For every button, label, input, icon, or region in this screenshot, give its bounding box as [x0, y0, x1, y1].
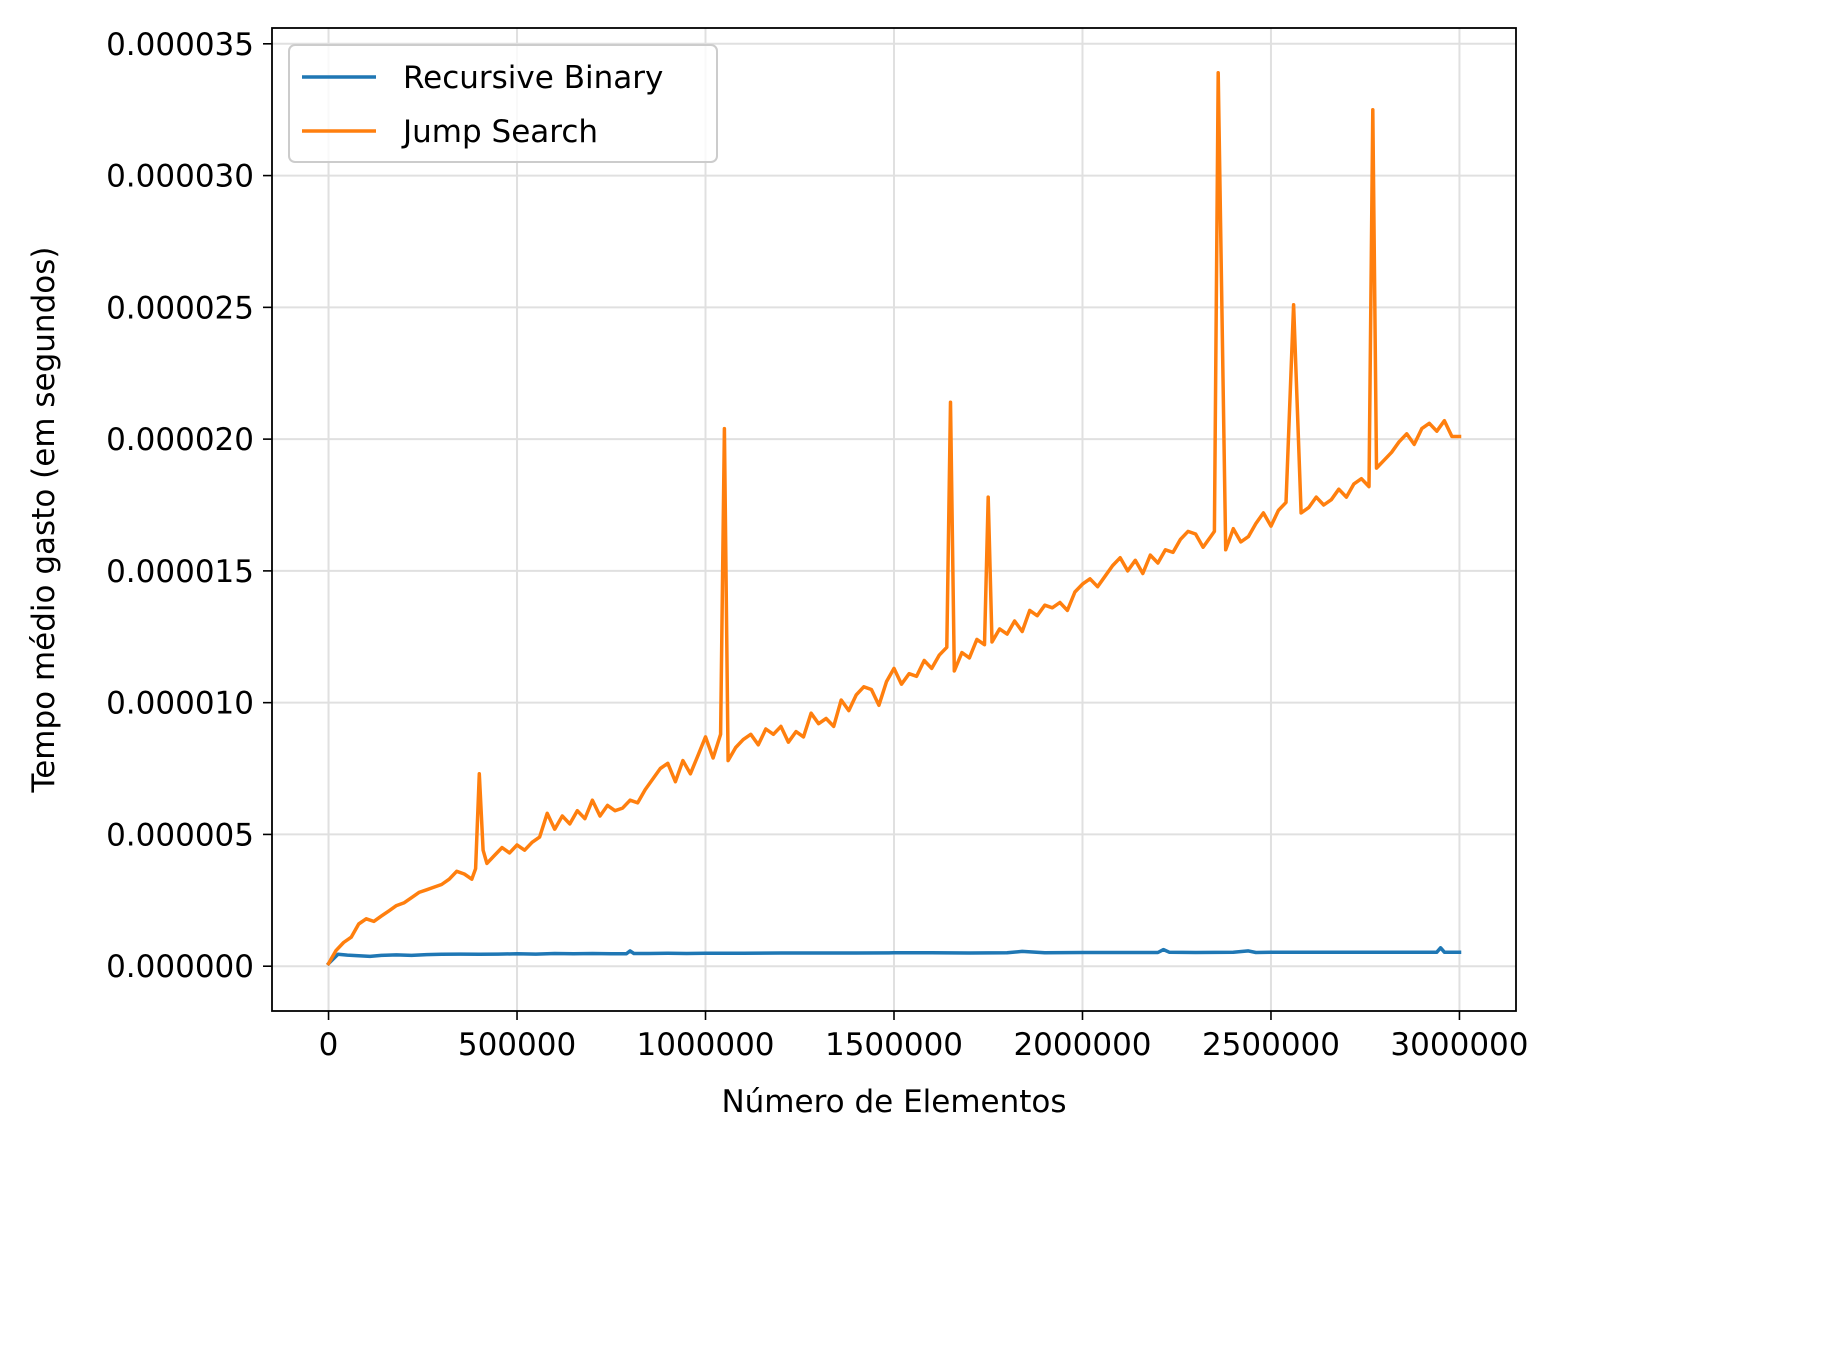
- y-tick-label: 0.000030: [106, 159, 254, 195]
- legend: Recursive Binary Jump Search: [288, 44, 718, 163]
- x-axis-label: Número de Elementos: [721, 1084, 1066, 1120]
- y-tick-label: 0.000005: [106, 817, 254, 853]
- y-tick-label: 0.000020: [106, 422, 254, 458]
- y-tick-label: 0.000010: [106, 686, 254, 722]
- x-axis: 0 500000 1000000 1500000 2000000 2500000 30000…: [319, 1011, 1528, 1063]
- legend-box: [288, 44, 718, 163]
- y-axis: 0.000000 0.000005 0.000010 0.000015 0.000020…: [106, 27, 272, 985]
- legend-label-jump-search: Jump Search: [401, 114, 598, 150]
- legend-label-recursive-binary: Recursive Binary: [403, 60, 663, 96]
- series-line-jump-search: [326, 71, 1462, 966]
- x-tick-label: 500000: [458, 1027, 576, 1063]
- y-tick-label: 0.000000: [106, 949, 254, 985]
- x-tick-label: 0: [319, 1027, 339, 1063]
- y-tick-label: 0.000015: [106, 554, 254, 590]
- series-layer: [326, 71, 1462, 967]
- y-tick-label: 0.000035: [106, 27, 254, 63]
- grid: [272, 28, 1516, 1011]
- x-tick-label: 2500000: [1202, 1027, 1340, 1063]
- x-tick-label: 1500000: [825, 1027, 963, 1063]
- x-tick-label: 2000000: [1013, 1027, 1151, 1063]
- x-tick-label: 1000000: [636, 1027, 774, 1063]
- x-tick-label: 3000000: [1390, 1027, 1528, 1063]
- y-tick-label: 0.000025: [106, 290, 254, 326]
- y-axis-label: Tempo médio gasto (em segundos): [26, 247, 62, 794]
- series-line-recursive-binary: [326, 946, 1462, 967]
